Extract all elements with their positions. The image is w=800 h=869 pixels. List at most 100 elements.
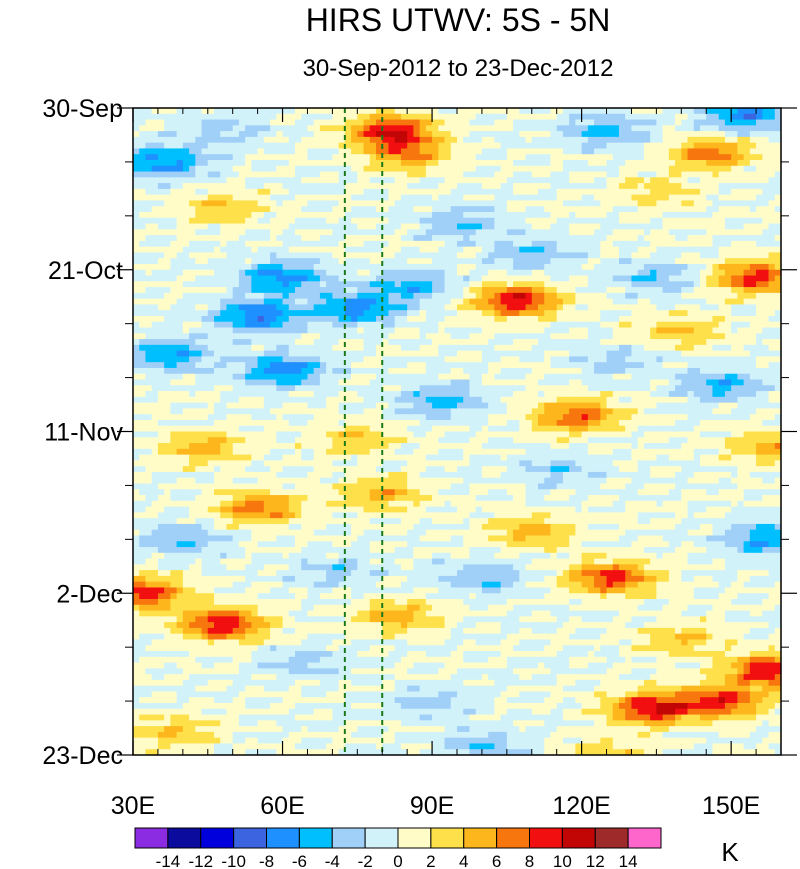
heat-cell — [768, 125, 776, 132]
heat-cell — [457, 344, 464, 352]
heat-cell — [220, 206, 228, 213]
heat-cell — [668, 333, 676, 340]
heat-cell — [432, 310, 439, 317]
heat-cell — [569, 223, 576, 230]
heat-cell — [718, 327, 726, 334]
heat-cell — [382, 310, 390, 317]
heat-cell — [469, 275, 477, 282]
heat-cell — [768, 246, 776, 254]
heat-cell — [612, 269, 620, 277]
heat-cell — [768, 148, 776, 155]
heat-cell — [139, 206, 147, 213]
heat-cell — [232, 315, 240, 323]
heat-cell — [394, 154, 402, 161]
heat-cell — [668, 379, 676, 386]
heat-cell — [276, 183, 284, 190]
heat-cell — [133, 131, 140, 138]
heat-cell — [176, 206, 184, 213]
heat-cell — [145, 194, 153, 202]
heat-cell — [600, 275, 608, 282]
heat-cell — [419, 310, 427, 317]
heat-cell — [151, 142, 159, 150]
heat-cell — [394, 258, 402, 265]
heat-cell — [681, 183, 689, 190]
heat-cell — [513, 344, 520, 352]
heat-cell — [413, 211, 421, 219]
heat-cell — [481, 113, 489, 121]
heat-cell — [425, 350, 433, 358]
heat-cell — [450, 125, 458, 132]
heat-cell — [332, 304, 340, 311]
heat-cell — [157, 136, 165, 144]
heat-cell — [369, 269, 377, 277]
heat-cell — [606, 362, 614, 369]
heat-cell — [687, 287, 695, 294]
heat-cell — [718, 362, 726, 369]
heat-cell — [151, 200, 159, 207]
heat-cell — [425, 356, 433, 363]
heat-cell — [238, 200, 246, 207]
heat-cell — [731, 304, 738, 311]
heat-cell — [357, 217, 365, 225]
heat-cell — [631, 263, 639, 271]
heat-cell — [388, 379, 396, 386]
heat-cell — [544, 281, 552, 288]
heat-cell — [263, 211, 271, 219]
heat-cell — [700, 154, 707, 161]
heat-cell — [619, 269, 626, 277]
heat-cell — [388, 235, 396, 242]
heat-cell — [170, 269, 178, 277]
heat-cell — [276, 281, 284, 288]
heat-cell — [481, 165, 489, 173]
heat-cell — [650, 263, 657, 271]
heat-cell — [606, 131, 614, 138]
heat-cell — [581, 321, 589, 329]
heat-cell — [544, 113, 552, 121]
heat-cell — [662, 246, 670, 254]
heat-cell — [525, 211, 533, 219]
heat-cell — [700, 310, 707, 317]
heat-cell — [749, 113, 757, 121]
heat-cell — [351, 275, 358, 282]
heat-cell — [276, 148, 284, 155]
heat-cell — [301, 171, 309, 178]
heat-cell — [307, 287, 315, 294]
heat-cell — [145, 333, 153, 340]
heat-cell — [151, 310, 159, 317]
heat-cell — [662, 350, 670, 358]
heat-cell — [444, 327, 452, 334]
heat-cell — [170, 188, 178, 196]
heat-cell — [164, 344, 171, 352]
heat-cell — [145, 367, 153, 375]
heat-cell — [425, 344, 433, 352]
heat-cell — [288, 269, 296, 277]
heat-cell — [562, 154, 570, 161]
heat-cell — [157, 367, 165, 375]
heat-cell — [637, 223, 645, 230]
heat-cell — [481, 356, 489, 363]
heat-cell — [500, 333, 508, 340]
heat-cell — [214, 263, 221, 271]
heat-cell — [394, 344, 402, 352]
heat-cell — [488, 154, 495, 161]
heat-cell — [519, 252, 527, 259]
heat-cell — [357, 327, 365, 334]
heat-cell — [562, 125, 570, 132]
heat-cell — [170, 315, 178, 323]
heat-cell — [550, 223, 558, 230]
heat-cell — [600, 165, 608, 173]
heat-cell — [619, 292, 626, 300]
heat-cell — [637, 362, 645, 369]
heat-cell — [762, 223, 770, 230]
heat-cell — [419, 240, 427, 248]
heat-cell — [625, 136, 633, 144]
heat-cell — [369, 321, 377, 329]
heat-cell — [232, 287, 240, 294]
heat-cell — [469, 292, 477, 300]
heat-cell — [332, 206, 340, 213]
heat-cell — [326, 292, 333, 300]
heat-cell — [687, 379, 695, 386]
heat-cell — [157, 171, 165, 178]
heat-cell — [139, 194, 147, 202]
heat-cell — [382, 252, 390, 259]
